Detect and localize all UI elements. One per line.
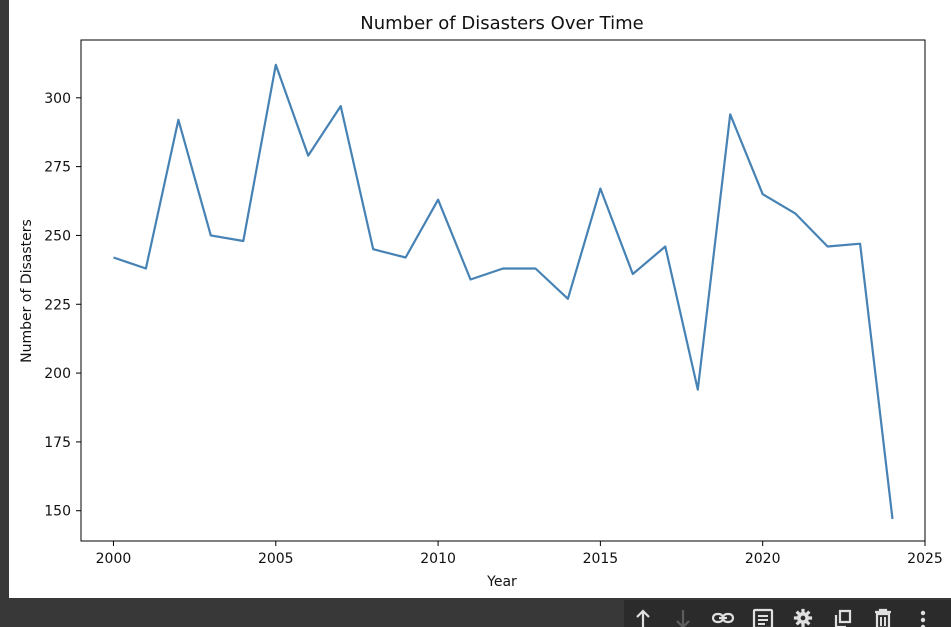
- copy-link-button[interactable]: [709, 608, 737, 627]
- chart-title: Number of Disasters Over Time: [360, 13, 643, 34]
- series-layer: [113, 63, 894, 520]
- y-tick-label: 175: [44, 435, 71, 451]
- x-axis: 2000 2005 2010 2015 2020 2025: [96, 541, 943, 567]
- x-tick-label: 2010: [420, 551, 456, 567]
- y-tick-label: 275: [44, 160, 71, 176]
- link-icon: [711, 612, 735, 624]
- x-tick-label: 2015: [583, 551, 619, 567]
- move-down-button[interactable]: [669, 608, 697, 627]
- line-chart: Number of Disasters Over Time 2000 2005 20…: [19, 13, 943, 590]
- gear-icon: [793, 608, 813, 627]
- y-tick-label: 300: [44, 91, 71, 107]
- add-comment-button[interactable]: [749, 608, 777, 627]
- plot-area: [80, 39, 926, 542]
- comment-icon: [752, 608, 774, 627]
- x-tick-label: 2025: [907, 551, 943, 567]
- mirror-cell-icon: [834, 609, 852, 627]
- more-actions-button[interactable]: [909, 608, 937, 627]
- x-axis-label: Year: [486, 574, 517, 590]
- y-tick-label: 250: [44, 228, 71, 244]
- x-tick-label: 2005: [258, 551, 294, 567]
- series-line: [113, 63, 894, 520]
- x-tick-label: 2020: [745, 551, 781, 567]
- arrow-down-icon: [676, 610, 690, 627]
- x-tick-label: 2000: [96, 551, 132, 567]
- cell-toolbar: [624, 600, 951, 627]
- delete-cell-button[interactable]: [869, 608, 897, 627]
- y-tick-label: 225: [44, 297, 71, 313]
- trash-icon: [875, 608, 891, 627]
- y-tick-label: 150: [44, 504, 71, 520]
- move-up-button[interactable]: [629, 608, 657, 627]
- cell-output: Number of Disasters Over Time 2000 2005 20…: [9, 0, 951, 598]
- settings-button[interactable]: [789, 608, 817, 627]
- arrow-up-icon: [636, 609, 650, 627]
- y-tick-label: 200: [44, 366, 71, 382]
- y-axis: 150 175 200 225 250 275 300: [44, 91, 81, 520]
- mirror-cell-button[interactable]: [829, 608, 857, 627]
- more-vert-icon: [920, 610, 926, 627]
- y-axis-label: Number of Disasters: [19, 219, 35, 363]
